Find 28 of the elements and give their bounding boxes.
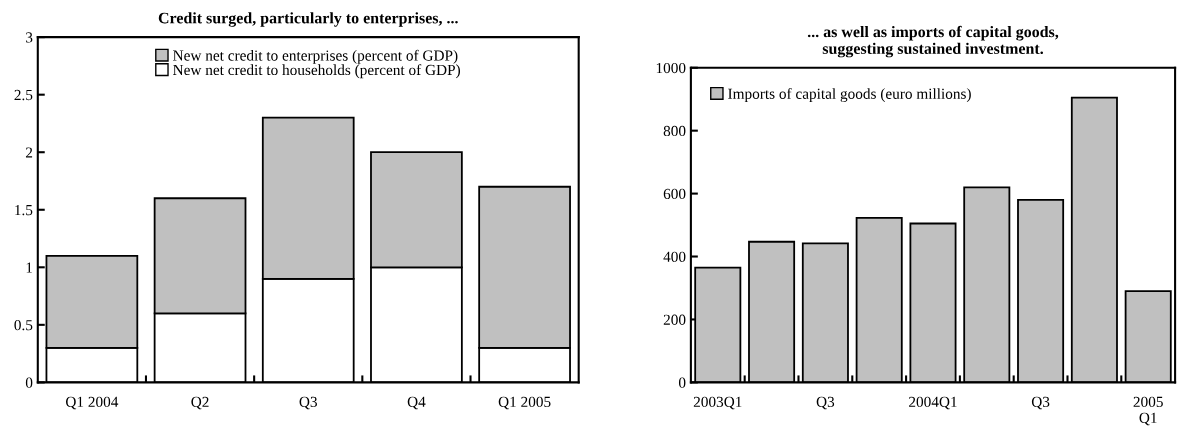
x-tick-label: 2003Q1 (693, 396, 742, 410)
y-tick-label: 2 (25, 147, 33, 158)
x-tick-label: Q3 (299, 396, 317, 410)
x-tick-label: Q4 (407, 396, 426, 410)
y-tick-label: 200 (663, 314, 686, 325)
x-tick-label: 2005 Q1 (1133, 396, 1163, 426)
x-tick-label: Q1 2004 (65, 396, 119, 410)
y-tick-label: 2.5 (14, 89, 33, 101)
y-tick-label: 0 (25, 377, 33, 388)
legend-label: New net credit to households (percent of GDP) (173, 64, 461, 79)
x-tick-label: Q3 (816, 396, 835, 410)
x-tick-label: Q3 (1031, 396, 1050, 410)
legend-label: New net credit to enterprises (percent of GDP) (173, 49, 458, 64)
x-tick-label: 2004Q1 (909, 396, 957, 410)
y-tick-label: 400 (663, 251, 686, 262)
y-tick-label: 600 (663, 188, 686, 200)
y-tick-label: 3 (26, 32, 33, 43)
x-tick-label: Q2 (191, 396, 209, 410)
chart-title: Credit surged, particularly to enterprises, ... (158, 12, 458, 27)
y-tick-label: 1 (26, 262, 33, 273)
y-tick-label: 0.5 (14, 319, 33, 331)
y-tick-label: 1.5 (15, 204, 33, 216)
y-tick-label: 1000 (656, 62, 686, 74)
y-tick-label: 800 (663, 125, 686, 137)
y-tick-label: 0 (678, 377, 686, 388)
legend-label: Imports of capital goods (euro millions) (728, 87, 971, 103)
chart-title: ... as well as imports of capital goods, suggesting sustained investment. (807, 25, 1059, 58)
x-tick-label: Q1 2005 (498, 396, 551, 410)
